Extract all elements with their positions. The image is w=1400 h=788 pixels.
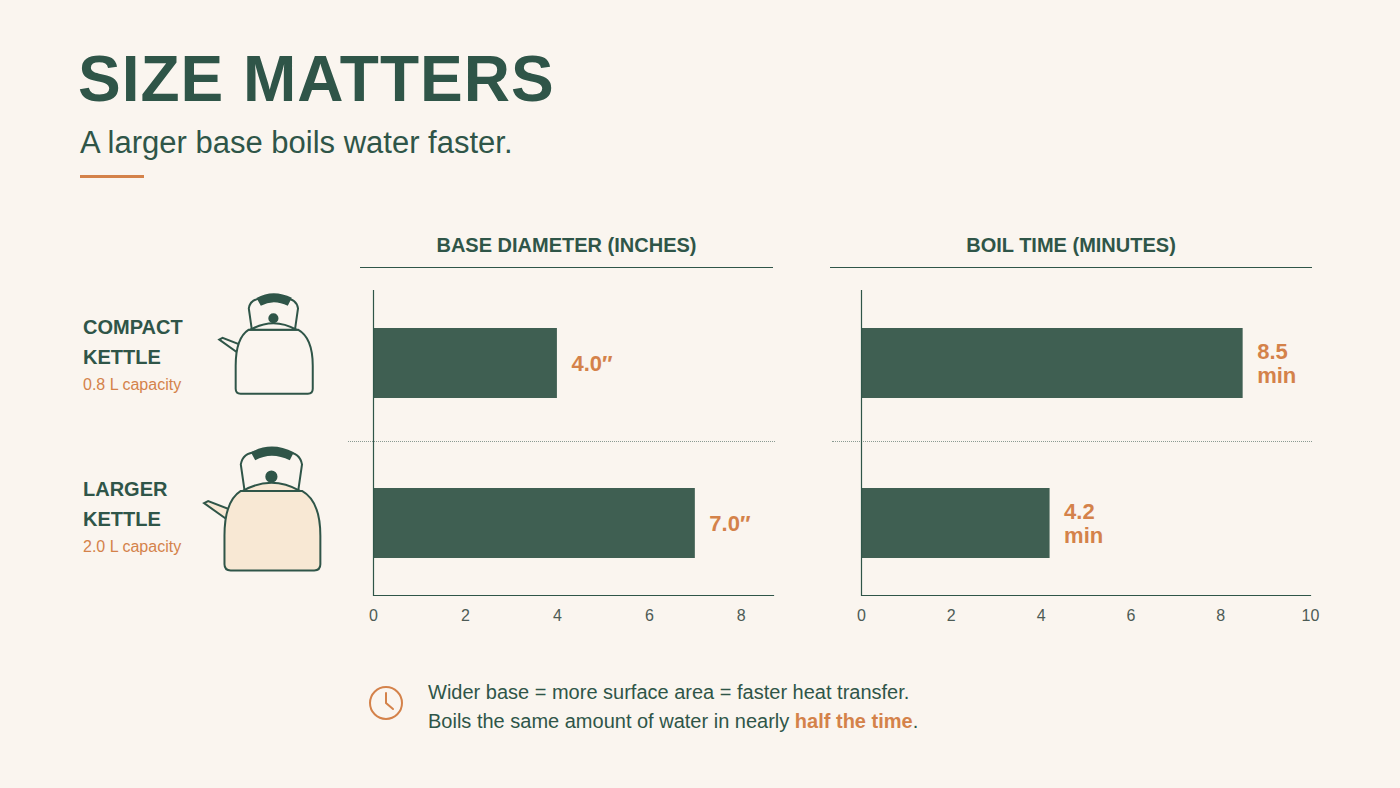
svg-text:8.5min: 8.5min bbox=[1257, 339, 1296, 388]
svg-text:6: 6 bbox=[1126, 607, 1135, 624]
svg-text:2: 2 bbox=[461, 607, 470, 624]
svg-text:0: 0 bbox=[369, 607, 378, 624]
html-text:BOIL TIME (MINUTES): BOIL TIME (MINUTES) bbox=[966, 234, 1176, 256]
html-text:KETTLE: KETTLE bbox=[83, 346, 161, 368]
html-text:A larger base boils water fast: A larger base boils water faster. bbox=[80, 125, 513, 160]
html-text:Wider base = more surface area: Wider base = more surface area = faster … bbox=[428, 681, 910, 703]
svg-text:10: 10 bbox=[1302, 607, 1320, 624]
html-text:SIZE MATTERS: SIZE MATTERS bbox=[78, 43, 555, 115]
html-text:COMPACT: COMPACT bbox=[83, 316, 183, 338]
svg-text:8: 8 bbox=[737, 607, 746, 624]
svg-text:0: 0 bbox=[857, 607, 866, 624]
html-text:BASE DIAMETER (INCHES): BASE DIAMETER (INCHES) bbox=[436, 234, 697, 256]
svg-text:8: 8 bbox=[1216, 607, 1225, 624]
svg-text:7.0″: 7.0″ bbox=[709, 511, 751, 536]
svg-text:2: 2 bbox=[947, 607, 956, 624]
html-text:0.8 L capacity: 0.8 L capacity bbox=[83, 376, 182, 393]
html-text:KETTLE: KETTLE bbox=[83, 508, 161, 530]
svg-text:4.0″: 4.0″ bbox=[571, 351, 613, 376]
html-text:LARGER: LARGER bbox=[83, 478, 168, 500]
svg-text:4: 4 bbox=[1037, 607, 1046, 624]
html-text:2.0 L capacity: 2.0 L capacity bbox=[83, 538, 182, 555]
svg-text:6: 6 bbox=[645, 607, 654, 624]
svg-text:4: 4 bbox=[553, 607, 562, 624]
html-text:Boils the same amount of water: Boils the same amount of water in nearly… bbox=[428, 710, 919, 732]
svg-text:4.2min: 4.2min bbox=[1064, 499, 1103, 548]
